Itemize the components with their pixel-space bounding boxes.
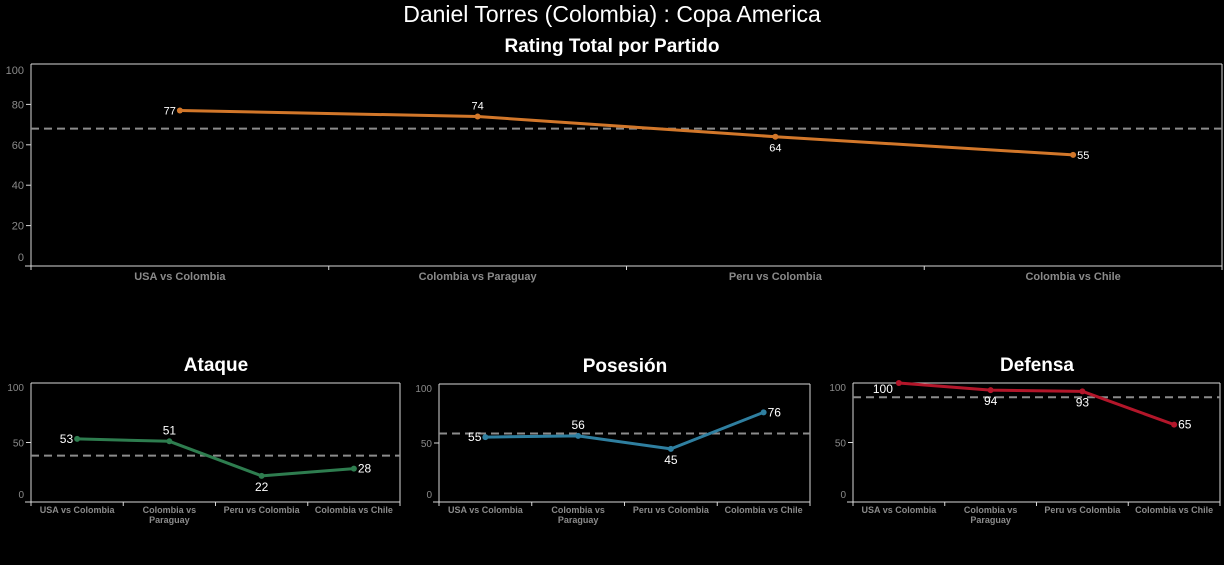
x-category-label: Colombia vs (551, 505, 605, 515)
data-value-label: 55 (468, 430, 482, 444)
data-point-marker[interactable] (667, 445, 674, 452)
y-tick-label: 20 (12, 221, 24, 233)
data-value-label: 93 (1076, 395, 1090, 409)
data-value-label: 28 (358, 462, 372, 476)
x-category-label: Colombia vs Chile (315, 505, 393, 515)
y-tick-label: 100 (7, 383, 24, 394)
y-tick-label: 100 (415, 384, 432, 395)
data-value-label: 45 (664, 453, 678, 467)
y-tick-label: 0 (18, 252, 24, 264)
ataque-chart-title: Ataque (183, 355, 249, 376)
y-tick-label: 0 (840, 490, 846, 501)
data-point-marker[interactable] (987, 387, 994, 394)
x-category-label: Peru vs Colombia (224, 505, 301, 515)
y-tick-label: 0 (426, 490, 432, 501)
data-point-marker[interactable] (350, 465, 357, 472)
data-value-label: 64 (769, 143, 781, 155)
series-line (77, 437, 354, 478)
rating-total-chart: 0 20 40 60 80 100 USA vs Colombia Colombia vs P… (6, 63, 1223, 283)
y-tick-label: 50 (13, 439, 25, 450)
x-category-label: Paraguay (149, 515, 190, 525)
data-value-label: 51 (163, 423, 177, 437)
defensa-chart: 0 50 100 USA vs Colombia Colombia vsParaguay… (829, 380, 1221, 525)
series-line (485, 410, 765, 451)
posesion-chart-title: Posesión (582, 356, 668, 377)
data-value-label: 74 (472, 101, 484, 113)
x-category-label: Paraguay (970, 515, 1011, 525)
defensa-chart-title: Defensa (1000, 355, 1074, 376)
data-point-marker[interactable] (895, 380, 902, 386)
x-category-label: Peru vs Colombia (729, 271, 823, 283)
data-point-marker[interactable] (772, 133, 779, 140)
y-tick-label: 0 (18, 490, 24, 501)
data-value-label: 77 (164, 105, 176, 117)
data-point-marker[interactable] (1079, 388, 1086, 395)
data-point-marker[interactable] (1070, 151, 1077, 158)
data-value-label: 76 (768, 405, 782, 419)
x-category-label: Peru vs Colombia (1044, 505, 1121, 515)
x-category-label: Colombia vs Chile (725, 505, 803, 515)
y-tick-label: 50 (421, 439, 433, 450)
y-tick-label: 100 (829, 383, 846, 394)
x-category-label: USA vs Colombia (134, 271, 226, 283)
data-point-marker[interactable] (166, 438, 173, 445)
x-category-label: USA vs Colombia (862, 505, 938, 515)
data-point-marker[interactable] (1171, 421, 1178, 428)
data-point-marker[interactable] (74, 435, 81, 442)
data-value-label: 65 (1178, 418, 1192, 432)
data-point-marker[interactable] (176, 107, 183, 114)
data-value-label: 55 (1077, 150, 1089, 162)
y-tick-label: 100 (6, 65, 24, 77)
y-tick-label: 40 (12, 180, 24, 192)
ataque-chart: 0 50 100 USA vs Colombia Colombia vsParaguay… (7, 382, 401, 525)
x-category-label: Peru vs Colombia (633, 505, 710, 515)
x-category-label: Colombia vs Paraguay (419, 271, 538, 283)
x-category-label: Colombia vs Chile (1135, 505, 1213, 515)
series-line (179, 108, 1074, 157)
y-tick-label: 60 (12, 140, 24, 152)
data-value-label: 22 (255, 480, 269, 494)
x-category-label: USA vs Colombia (448, 505, 524, 515)
main-chart-title: Rating Total por Partido (504, 36, 720, 57)
data-value-label: 94 (984, 394, 998, 408)
data-point-marker[interactable] (482, 434, 489, 441)
x-category-label: Colombia vs (964, 505, 1018, 515)
x-category-label: Colombia vs Chile (1025, 271, 1120, 283)
data-value-label: 53 (60, 432, 74, 446)
dashboard-title: Daniel Torres (Colombia) : Copa America (403, 1, 821, 27)
y-tick-label: 50 (835, 439, 847, 450)
series-line (898, 381, 1175, 427)
data-point-marker[interactable] (258, 472, 265, 479)
posesion-chart: 0 50 100 USA vs Colombia Colombia vsParaguay… (415, 383, 811, 525)
data-value-label: 56 (571, 418, 585, 432)
x-category-label: Paraguay (558, 515, 599, 525)
x-category-label: USA vs Colombia (40, 505, 116, 515)
x-category-label: Colombia vs (143, 505, 197, 515)
y-tick-label: 80 (12, 99, 24, 111)
data-point-marker[interactable] (760, 409, 767, 416)
data-value-label: 100 (873, 382, 893, 396)
data-point-marker[interactable] (575, 432, 582, 439)
data-point-marker[interactable] (474, 113, 481, 120)
